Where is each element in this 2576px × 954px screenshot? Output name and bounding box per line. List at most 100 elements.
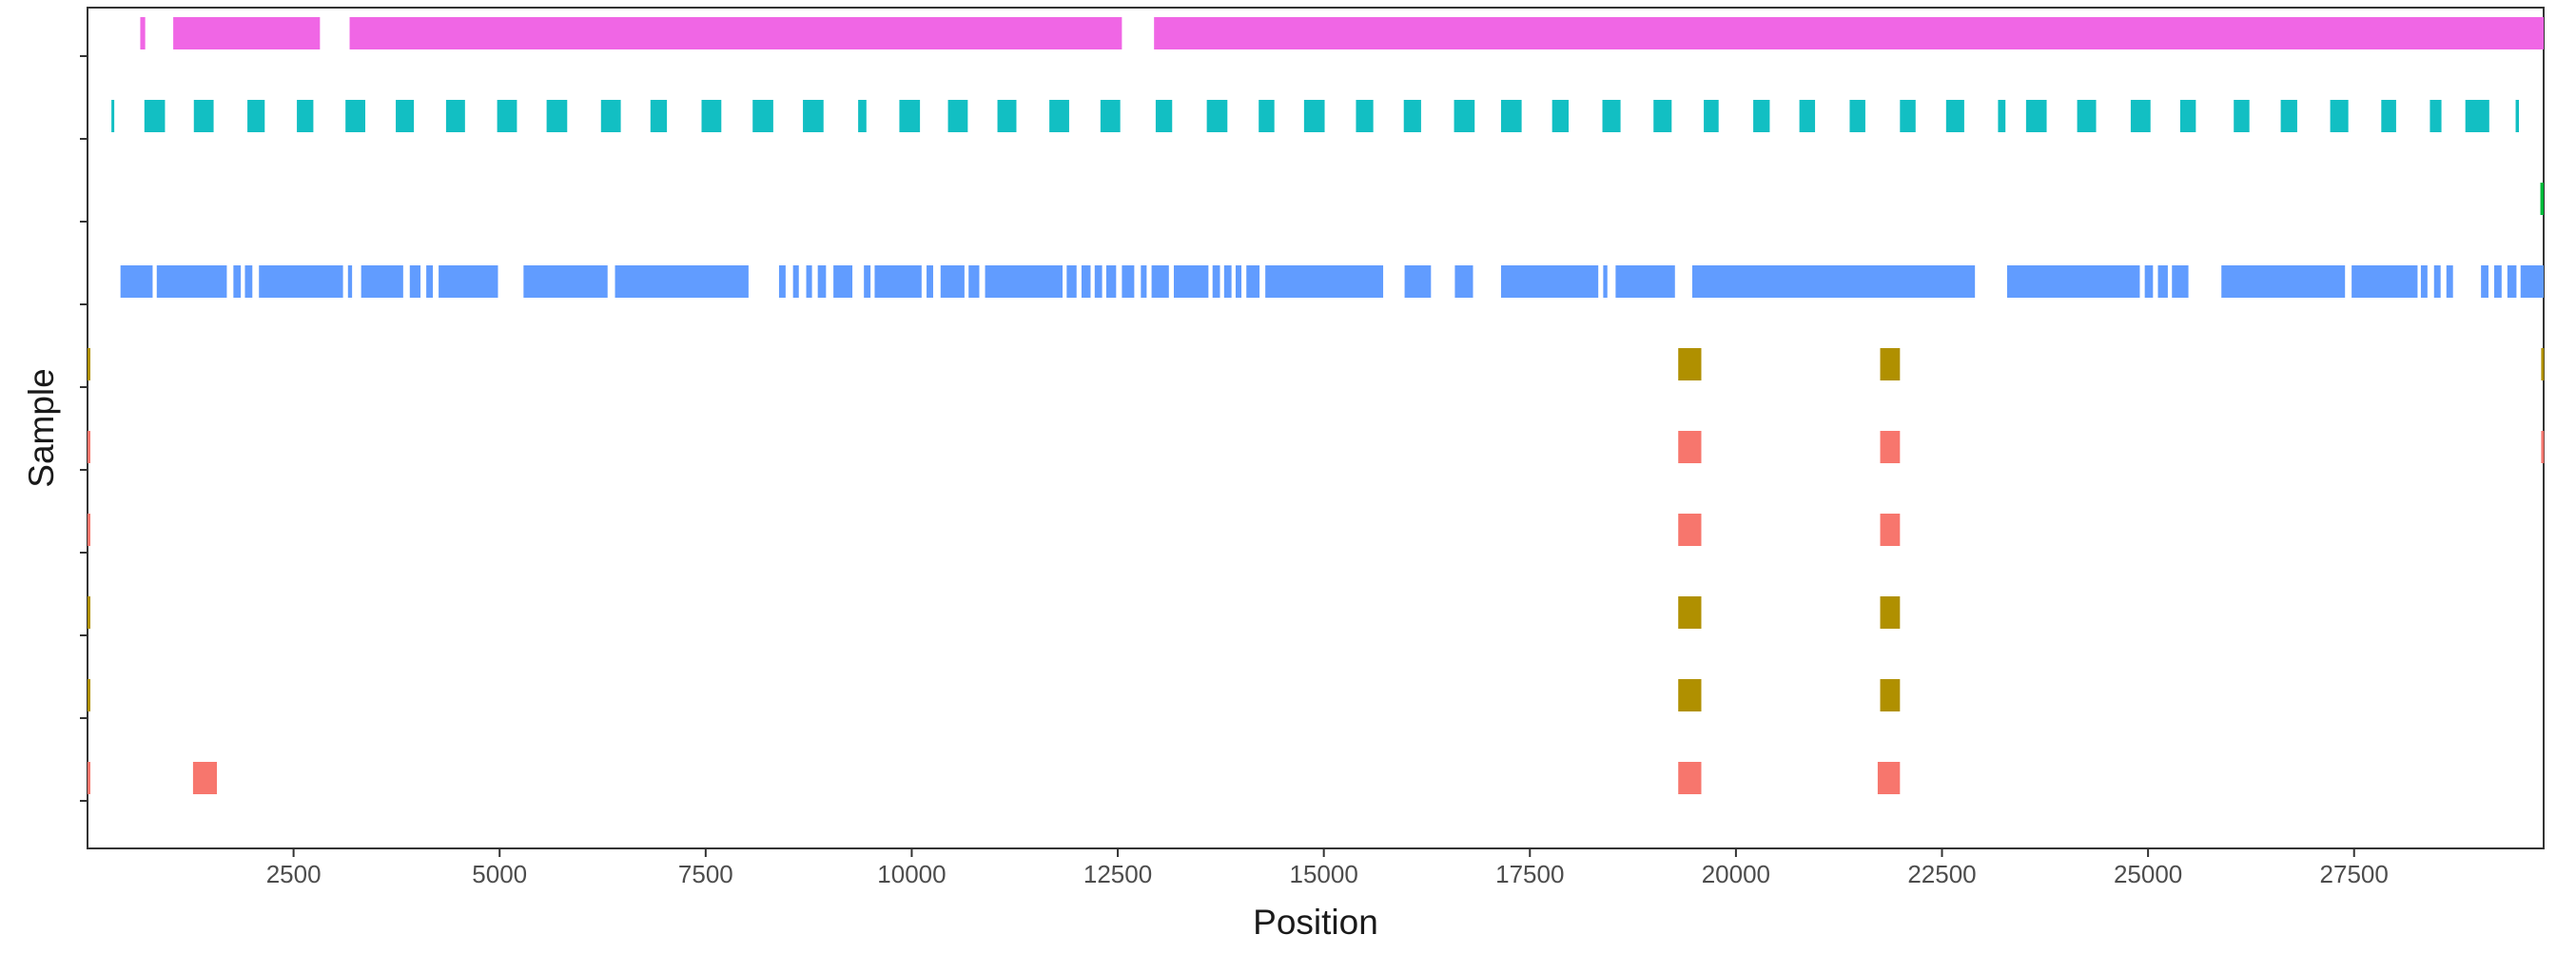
segment-bar bbox=[650, 100, 668, 132]
segment-bar bbox=[806, 265, 812, 298]
segment-bar bbox=[1678, 348, 1702, 380]
segment-bar bbox=[1880, 348, 1901, 380]
segment-bar bbox=[833, 265, 853, 298]
sample-row bbox=[88, 596, 1901, 629]
segment-bar bbox=[1403, 100, 1421, 132]
segment-bar bbox=[2172, 265, 2189, 298]
segment-bar bbox=[940, 265, 965, 298]
segment-bar bbox=[2430, 100, 2442, 132]
x-tick-label: 12500 bbox=[1083, 860, 1152, 888]
segment-bar bbox=[803, 100, 824, 132]
sample-row bbox=[88, 679, 1901, 711]
x-tick-label: 25000 bbox=[2114, 860, 2182, 888]
x-tick-label: 2500 bbox=[266, 860, 322, 888]
segment-bar bbox=[2465, 100, 2489, 132]
segment-bar bbox=[792, 265, 799, 298]
sample-row bbox=[2540, 183, 2544, 215]
segment-bar bbox=[2433, 265, 2441, 298]
segment-bar bbox=[247, 100, 265, 132]
segment-bar bbox=[1235, 265, 1242, 298]
segment-bar bbox=[600, 100, 621, 132]
segment-bar bbox=[874, 265, 922, 298]
segment-bar bbox=[1151, 265, 1169, 298]
segment-bar bbox=[439, 265, 498, 298]
segment-bar bbox=[1155, 100, 1173, 132]
sample-row bbox=[88, 348, 2545, 380]
segment-bar bbox=[1454, 100, 1475, 132]
segment-bar bbox=[345, 100, 365, 132]
segment-bar bbox=[1615, 265, 1675, 298]
segment-bar bbox=[2221, 265, 2346, 298]
segment-bar bbox=[927, 265, 933, 298]
segment-bar bbox=[88, 679, 90, 711]
segment-bar bbox=[1094, 265, 1103, 298]
segment-bar bbox=[2420, 265, 2428, 298]
segment-bar bbox=[2157, 265, 2168, 298]
segment-bar bbox=[523, 265, 608, 298]
segment-bar bbox=[1404, 265, 1432, 298]
axes: 2500 5000 7500 10000 12500 15000 17500 20000 225… bbox=[80, 55, 2389, 888]
segment-bar bbox=[445, 100, 465, 132]
segment-bar bbox=[259, 265, 343, 298]
segment-bar bbox=[1678, 596, 1702, 629]
segment-bar bbox=[1678, 762, 1702, 794]
segment-bar bbox=[1303, 100, 1325, 132]
segment-bar bbox=[193, 100, 214, 132]
segment-bar bbox=[144, 100, 166, 132]
segment-bar bbox=[2515, 100, 2520, 132]
segment-bar bbox=[2179, 100, 2196, 132]
segment-bar bbox=[817, 265, 827, 298]
segment-bar bbox=[88, 596, 90, 629]
segment-bar bbox=[997, 100, 1017, 132]
segment-bar bbox=[88, 348, 90, 380]
sample-row bbox=[120, 265, 2544, 298]
plot-area bbox=[88, 17, 2545, 794]
segment-bar bbox=[2520, 265, 2544, 298]
segment-bar bbox=[1500, 100, 1522, 132]
segment-bar bbox=[701, 100, 722, 132]
x-tick-label: 27500 bbox=[2320, 860, 2389, 888]
sample-row bbox=[140, 17, 2544, 49]
segment-bar bbox=[1880, 679, 1901, 711]
segment-bar bbox=[88, 431, 90, 463]
segment-bar bbox=[2234, 100, 2250, 132]
segment-bar bbox=[2144, 265, 2154, 298]
segment-bar bbox=[864, 265, 871, 298]
segment-bar bbox=[1753, 100, 1770, 132]
segment-bar bbox=[2006, 265, 2140, 298]
segment-bar bbox=[233, 265, 242, 298]
segment-bar bbox=[1691, 265, 1976, 298]
segment-bar bbox=[1849, 100, 1865, 132]
segment-bar bbox=[2280, 100, 2297, 132]
segment-bar bbox=[778, 265, 786, 298]
segment-bar bbox=[361, 265, 403, 298]
segment-bar bbox=[985, 265, 1064, 298]
segment-bar bbox=[1122, 265, 1135, 298]
segment-bar bbox=[1603, 265, 1608, 298]
segment-bar bbox=[1173, 265, 1209, 298]
segment-bar bbox=[88, 762, 90, 794]
segment-bar bbox=[2381, 100, 2396, 132]
segment-bar bbox=[2481, 265, 2488, 298]
segment-bar bbox=[1799, 100, 1816, 132]
segment-bar bbox=[1454, 265, 1473, 298]
segment-bar bbox=[1154, 17, 2544, 49]
plot-frame bbox=[87, 7, 2545, 849]
segment-bar bbox=[244, 265, 253, 298]
segment-bar bbox=[1704, 100, 1719, 132]
segment-bar bbox=[1678, 679, 1702, 711]
x-tick-label: 15000 bbox=[1290, 860, 1358, 888]
x-tick-label: 5000 bbox=[472, 860, 527, 888]
segment-bar bbox=[752, 100, 773, 132]
segment-bar bbox=[1877, 762, 1901, 794]
sample-row bbox=[88, 431, 2545, 463]
sample-row bbox=[88, 762, 1901, 794]
segment-bar bbox=[2352, 265, 2418, 298]
x-tick-label: 7500 bbox=[678, 860, 733, 888]
segment-bar bbox=[2330, 100, 2349, 132]
segment-bar bbox=[1880, 431, 1901, 463]
segment-bar bbox=[497, 100, 517, 132]
segment-bar bbox=[173, 17, 321, 49]
segment-bar bbox=[1945, 100, 1964, 132]
